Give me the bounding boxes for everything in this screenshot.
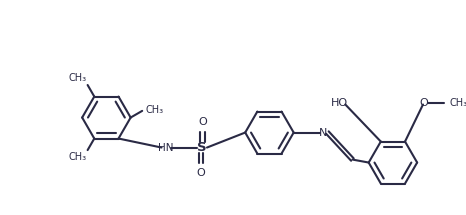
Text: O: O [419,98,428,108]
Text: HO: HO [331,98,349,108]
Text: CH₃: CH₃ [69,152,86,162]
Text: O: O [199,117,207,127]
Text: O: O [197,168,206,178]
Text: HN: HN [158,143,174,153]
Text: CH₃: CH₃ [69,73,86,83]
Text: CH₃: CH₃ [449,98,466,108]
Text: S: S [197,141,207,154]
Text: N: N [319,127,328,138]
Text: CH₃: CH₃ [145,105,164,115]
